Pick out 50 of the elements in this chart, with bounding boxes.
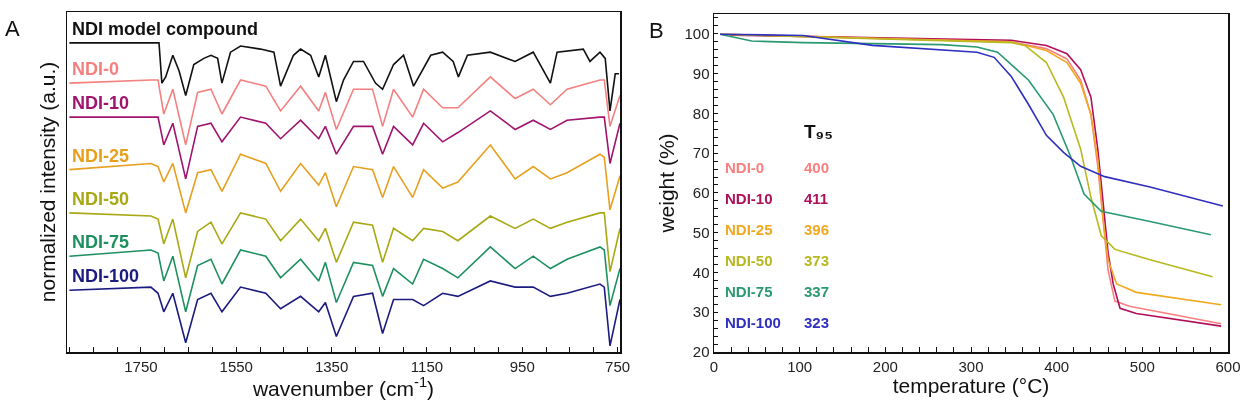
- x-tick-label: 1150: [410, 357, 444, 375]
- y-tick-label: 100: [684, 25, 710, 43]
- y-tick-label: 60: [692, 184, 710, 202]
- y-tick-label: 80: [692, 104, 710, 122]
- x-tick-label: 100: [787, 357, 813, 375]
- annotation: 400: [804, 159, 830, 176]
- series-label: NDI model compound: [72, 19, 258, 39]
- series-label: NDI-75: [72, 232, 130, 252]
- x-tick-label: 400: [1044, 357, 1070, 375]
- series-label: NDI-10: [72, 93, 130, 113]
- x-tick-label: 950: [509, 357, 535, 375]
- x-tick-label: 1750: [124, 357, 158, 375]
- x-tick-label: 600: [1215, 357, 1241, 375]
- y-axis-title: weight (%): [654, 133, 678, 234]
- annotation: 411: [804, 190, 829, 207]
- y-axis-title: normalized intensity (a.u.): [35, 61, 59, 303]
- annotation: 323: [804, 314, 830, 331]
- text: NDI-10: [725, 190, 773, 207]
- x-tick-label: 750: [605, 357, 631, 375]
- text: NDI-50: [725, 252, 773, 269]
- y-tick-label: 40: [692, 263, 710, 281]
- text: B: [649, 18, 664, 43]
- text: NDI-100: [725, 314, 781, 331]
- line-series: [719, 33, 1224, 207]
- text: A: [5, 16, 20, 41]
- annotation: T₉₅: [804, 121, 833, 142]
- line-series: [719, 33, 1212, 236]
- series-label: NDI-50: [72, 189, 130, 209]
- series-label: NDI-25: [72, 146, 130, 166]
- y-tick-label: 50: [692, 223, 710, 241]
- text: NDI-75: [725, 283, 773, 300]
- y-tick-label: 70: [692, 144, 710, 162]
- x-tick-label: 200: [872, 357, 898, 375]
- y-tick-label: 20: [692, 343, 710, 361]
- series-label: NDI-0: [72, 59, 120, 79]
- y-tick-label: 30: [692, 303, 710, 321]
- text: NDI-25: [725, 221, 773, 238]
- x-tick-label: 0: [709, 357, 719, 375]
- x-axis-title: temperature (°C): [892, 374, 1050, 398]
- text: NDI-0: [725, 159, 765, 176]
- series-label: NDI-100: [72, 266, 140, 286]
- annotation: 337: [804, 283, 830, 300]
- x-axis-title: wavenumber (cm$^{-1}$): [251, 374, 435, 401]
- annotation: 396: [804, 221, 830, 238]
- x-tick-label: 1350: [314, 357, 349, 375]
- x-tick-label: 300: [958, 357, 984, 375]
- annotation: 373: [804, 252, 830, 269]
- x-tick-label: 1550: [219, 357, 253, 375]
- y-tick-label: 90: [692, 64, 710, 82]
- x-tick-label: 500: [1129, 357, 1155, 375]
